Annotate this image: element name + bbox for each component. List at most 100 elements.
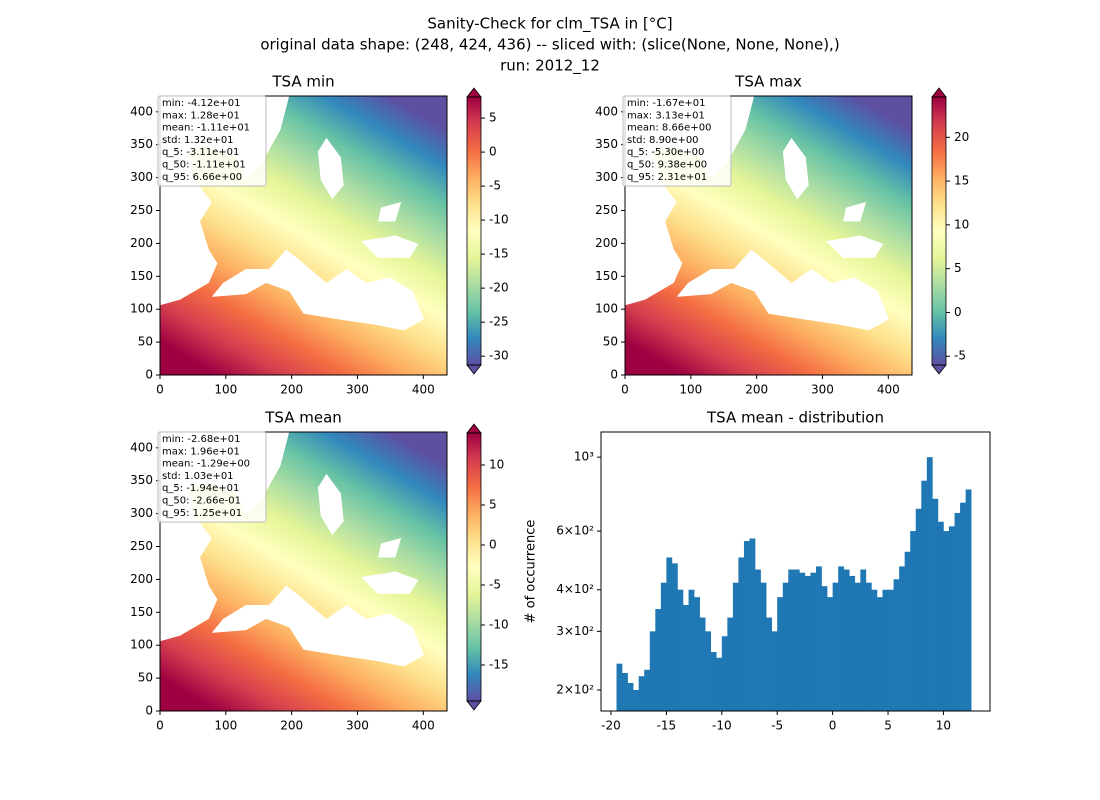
histogram-bar [904, 551, 911, 711]
colorbar-frame [931, 96, 947, 366]
y-tick-label: 400 [595, 104, 618, 118]
histogram-bar [749, 538, 756, 711]
histogram-bar [771, 631, 778, 711]
axes-frame [600, 431, 991, 712]
histogram-bar [793, 569, 800, 711]
histogram-bar [810, 572, 817, 711]
colorbar-tick-label: 0 [489, 538, 497, 552]
histogram-bar [655, 609, 662, 711]
y-tick-label: 150 [130, 269, 153, 283]
stats-line: max: 1.96e+01 [162, 446, 240, 457]
suptitle: original data shape: (248, 424, 436) -- … [260, 36, 839, 54]
colorbar-tick-label: -15 [489, 658, 509, 672]
histogram-bar [677, 589, 684, 711]
colorbar-tick-label: 5 [489, 111, 497, 125]
colorbar-tick-label: 5 [489, 498, 497, 512]
histogram-bar [738, 557, 745, 711]
map-sea [378, 538, 402, 558]
map-sea [211, 249, 425, 331]
histogram-bar [838, 566, 845, 711]
y-tick-label: 0 [145, 704, 153, 718]
histogram-bar [705, 631, 712, 711]
x-tick-label: -5 [771, 719, 783, 733]
histogram-bar [683, 604, 689, 711]
axes-frame [624, 95, 913, 376]
colorbar-tick-label: -10 [489, 213, 509, 227]
colorbar-tick-label: 15 [954, 174, 969, 188]
colorbar-tick-label: -5 [954, 349, 966, 363]
y-tick-label: 100 [130, 638, 153, 652]
y-tick-label: 0 [145, 368, 153, 382]
histogram-bar [821, 586, 828, 711]
histogram-bar [893, 579, 900, 711]
colorbar [932, 97, 946, 365]
histogram-bar [860, 569, 867, 711]
y-tick-label: 200 [595, 236, 618, 250]
y-tick-label: 250 [130, 539, 153, 553]
x-tick-label: 100 [214, 383, 237, 397]
histogram-bar [876, 597, 883, 711]
y-tick-label: 2×10² [556, 683, 594, 697]
y-tick-label: 300 [595, 170, 618, 184]
x-tick-label: -20 [601, 719, 621, 733]
histogram-bar [666, 557, 673, 711]
stats-line: q_95: 2.31e+01 [627, 172, 707, 183]
colorbar-tick-label: -25 [489, 315, 509, 329]
map-sea [360, 235, 419, 258]
histogram-bar [865, 582, 872, 711]
colorbar-tick-label: -15 [489, 247, 509, 261]
stats-box [622, 95, 732, 187]
suptitle: Sanity-Check for clm_TSA in [°C] [427, 15, 672, 34]
histogram-bar [816, 566, 822, 711]
stats-line: q_95: 1.25e+01 [162, 508, 242, 519]
histogram-bar [832, 582, 839, 711]
x-tick-label: 0 [829, 719, 837, 733]
colorbar-frame [466, 432, 482, 702]
histogram-bar [743, 541, 750, 711]
colorbar-tick-label: -5 [489, 578, 501, 592]
y-tick-label: 400 [130, 440, 153, 454]
stats-line: max: 3.13e+01 [627, 110, 705, 121]
y-tick-label: 50 [138, 671, 153, 685]
axes-title: TSA max [734, 73, 802, 91]
histogram-bar [622, 672, 628, 711]
colorbar [467, 97, 481, 365]
stats-line: q_5: -3.11e+01 [162, 147, 239, 158]
histogram-bar [694, 597, 700, 711]
y-tick-label: 4×10² [556, 582, 594, 596]
histogram-bar [804, 575, 811, 711]
x-tick-label: 200 [280, 719, 303, 733]
y-tick-label: 250 [130, 203, 153, 217]
histogram-bar [638, 676, 645, 711]
colorbar-tick-label: 0 [954, 305, 962, 319]
axes-title: TSA mean - distribution [706, 409, 884, 427]
histogram-bar [910, 531, 917, 711]
y-tick-label: 50 [603, 335, 618, 349]
stats-box [157, 431, 267, 523]
x-tick-label: 10 [936, 719, 951, 733]
colorbar-tick-label: -10 [489, 618, 509, 632]
histogram-bar [755, 569, 761, 711]
axes-frame [159, 95, 448, 376]
stats-line: q_5: -5.30e+00 [627, 147, 704, 158]
stats-line: mean: 8.66e+00 [627, 123, 711, 134]
x-tick-label: 300 [811, 383, 834, 397]
y-tick-label: 0 [610, 368, 618, 382]
histogram-bar [777, 597, 784, 711]
stats-line: q_5: -1.94e+01 [162, 483, 239, 494]
x-tick-label: 0 [621, 383, 629, 397]
map-sea [317, 473, 344, 536]
axes-frame [159, 431, 448, 712]
histogram-bar [721, 636, 728, 711]
stats-line: q_50: -2.66e-01 [162, 496, 241, 507]
histogram-bar [827, 597, 833, 711]
stats-line: max: 1.28e+01 [162, 110, 240, 121]
stats-line: std: 8.90e+00 [627, 135, 699, 146]
y-tick-label: 3×10² [556, 624, 594, 638]
histogram-bar [926, 457, 933, 711]
histogram-bar [727, 617, 734, 711]
map-sea [782, 137, 809, 200]
stats-line: std: 1.32e+01 [162, 135, 234, 146]
colorbar-tick-label: 20 [954, 130, 969, 144]
y-tick-label: 350 [130, 137, 153, 151]
